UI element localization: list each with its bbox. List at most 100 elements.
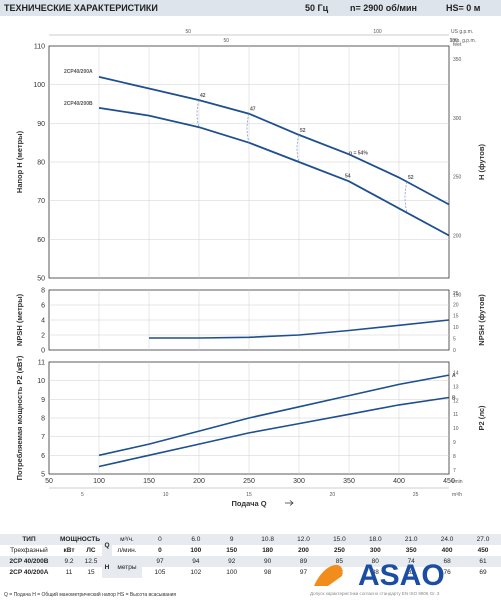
x-tick-label: 200 [193, 478, 205, 485]
npsh-ytick-label: 2 [41, 333, 45, 340]
col-power: МОЩНОСТЬ [59, 536, 101, 543]
x-tick-label: 250 [243, 478, 255, 485]
x-tick-label: 150 [143, 478, 155, 485]
us-gpm-tick: 100 [373, 29, 382, 35]
m3h-tick-label: 15 [246, 492, 252, 498]
efficiency-label: 52 [408, 175, 414, 181]
unit-kw: кВт [63, 547, 75, 554]
q-m3h-cell: 21.0 [404, 536, 418, 543]
h-cell: 98 [264, 569, 272, 576]
feet-tick-label: 350 [453, 57, 462, 63]
head-ytick-label: 50 [37, 276, 45, 283]
npsh-ytick-label: 8 [41, 288, 45, 295]
h-cell: 88 [371, 569, 379, 576]
q-lmin-cell: 250 [333, 547, 345, 554]
efficiency-label: 47 [250, 107, 256, 113]
logo-tolerance-note: Допуск характеристики согласно стандарту… [310, 591, 440, 596]
q-m3h-cell: 0 [158, 536, 162, 543]
power-hp-tick: 9 [453, 440, 456, 446]
head-series-label: 2CP40/200B [64, 101, 93, 107]
m3h-tick-label: 20 [330, 492, 336, 498]
q-unit-lmin: л/мин. [117, 547, 137, 554]
power-hp-tick: 10 [453, 426, 459, 432]
head-ytick-label: 60 [37, 237, 45, 244]
x-tick-label: 350 [343, 478, 355, 485]
efficiency-isoline [196, 100, 200, 128]
us-gpm-tick: 50 [185, 29, 191, 35]
npsh-ytick-label: 4 [41, 318, 45, 325]
imp-gpm-tick: 50 [224, 38, 230, 44]
npsh-feet-tick: 15 [453, 314, 459, 320]
logo-mark [314, 564, 343, 586]
efficiency-isoline [296, 134, 300, 163]
power-hp-tick: 12 [453, 398, 459, 404]
power-hp-tick: 14 [453, 370, 459, 376]
head-series-label: 2CP40/200A [64, 69, 93, 75]
power-hp-tick: 7 [453, 468, 456, 474]
head-ytick-label: 90 [37, 121, 45, 128]
h-label: H [104, 563, 110, 571]
x-tick-label: 400 [393, 478, 405, 485]
feet-tick-label: 150 [453, 293, 462, 299]
h-cell: 102 [190, 569, 202, 576]
row-type: 2CP 40/200B [9, 558, 49, 565]
x-tick-label: 300 [293, 478, 305, 485]
h-cell: 97 [156, 558, 164, 565]
power-ytick-label: 6 [41, 453, 45, 460]
m3h-tick-label: 25 [413, 492, 419, 498]
h-cell: 92 [228, 558, 236, 565]
q-m3h-cell: 27.0 [476, 536, 490, 543]
q-lmin-cell: 150 [226, 547, 238, 554]
h-cell: 69 [479, 569, 487, 576]
q-lmin-cell: 0 [158, 547, 162, 554]
power-curve-B [98, 396, 450, 468]
x-unit-label: l/min [452, 479, 463, 485]
q-m3h-cell: 24.0 [440, 536, 454, 543]
imp-gpm-label: Imp. g.p.m. [451, 38, 476, 44]
power-ytick-label: 5 [41, 472, 45, 479]
power-ytick-label: 7 [41, 434, 45, 441]
h-cell: 68 [443, 558, 451, 565]
npsh-feet-tick: 0 [453, 348, 456, 354]
power-hp-tick: 13 [453, 384, 459, 390]
h-cell: 97 [299, 569, 308, 576]
q-m3h-cell: 18.0 [368, 536, 382, 543]
q-lmin-cell: 180 [262, 547, 274, 554]
h-cell: 80 [371, 558, 379, 565]
head-ytick-label: 110 [34, 44, 45, 51]
x-tick-label: 450 [443, 478, 455, 485]
npsh-ylabel: NPSH (метры) [15, 293, 24, 346]
power-ylabel: Потребляемая мощность P2 (кВт) [15, 355, 24, 480]
us-gpm-label: US g.p.m. [451, 29, 473, 35]
efficiency-isoline [404, 181, 408, 213]
h-unit: метры [117, 563, 137, 571]
h-cell: 90 [264, 558, 272, 565]
m3h-tick-label: 10 [163, 492, 169, 498]
power-series-label: B [452, 395, 456, 401]
feet-unit-label: feet [453, 42, 462, 48]
q-label: Q [104, 541, 110, 549]
row-hp: 12.5 [84, 558, 98, 565]
spec-table: ТИП МОЩНОСТЬ Q м³/ч. 0 6.0 9 10.8 12.0 1… [0, 534, 501, 578]
imp-gpm-tick: 100 [449, 38, 458, 44]
power-ytick-label: 9 [41, 397, 45, 404]
h-cell: 74 [407, 558, 415, 565]
head-curve-2CP40/200A [98, 76, 450, 206]
m3h-tick-label: 5 [81, 492, 84, 498]
q-lmin-cell: 450 [477, 547, 489, 554]
row-kw: 11 [65, 569, 73, 576]
header-speed: n= 2900 об/мин [350, 3, 417, 13]
npsh-feet-tick: 5 [453, 337, 456, 343]
power-curve-A [98, 374, 450, 457]
h-cell: 94 [192, 558, 200, 565]
npsh-feet-tick: 25 [453, 291, 459, 297]
header-title: ТЕХНИЧЕСКИЕ ХАРАКТЕРИСТИКИ [4, 3, 158, 13]
power-hp-tick: 8 [453, 454, 456, 460]
header-bar: ТЕХНИЧЕСКИЕ ХАРАКТЕРИСТИКИ 50 Гц n= 2900… [0, 0, 501, 16]
q-m3h-cell: 10.8 [261, 536, 274, 543]
efficiency-label: η = 54% [349, 150, 368, 156]
row-phase: Трехфазный [10, 547, 48, 554]
efficiency-label: 52 [300, 128, 306, 134]
head-curve-2CP40/200B [98, 107, 450, 237]
